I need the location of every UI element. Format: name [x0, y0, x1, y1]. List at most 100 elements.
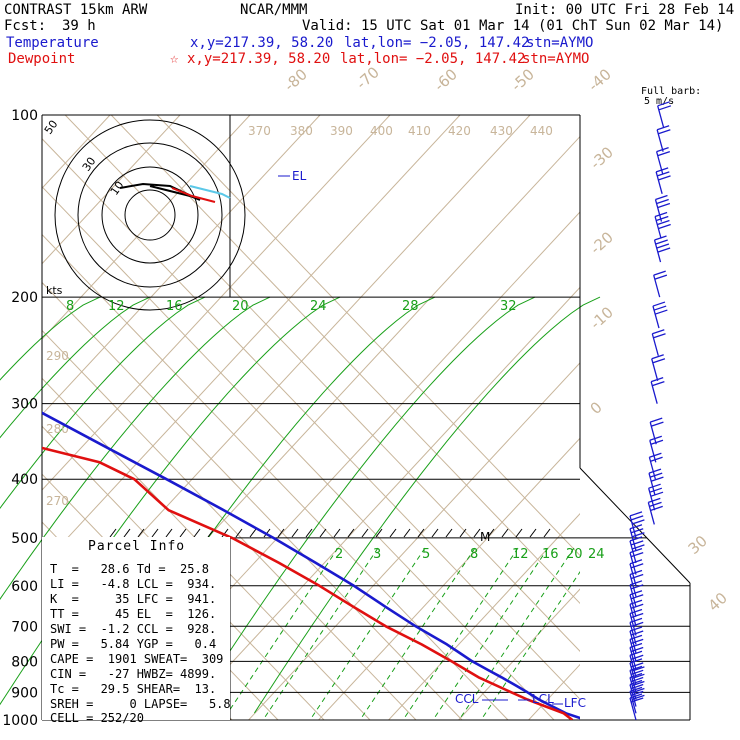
wind-barb-shaft — [649, 421, 657, 445]
frame-tick — [473, 528, 481, 538]
wind-barb-shaft — [629, 662, 637, 686]
annotation-lfc: LFC — [564, 696, 586, 710]
wind-barb — [651, 329, 666, 356]
wind-barb-flag — [658, 223, 671, 230]
moist-adiabat-line — [0, 296, 101, 381]
frame-tick — [445, 528, 453, 538]
wind-barb-flag — [630, 515, 644, 521]
wind-barb — [648, 452, 663, 480]
wind-barb-flag — [650, 439, 664, 445]
annotation-el: EL — [292, 169, 307, 183]
wind-barb-shaft — [629, 655, 637, 678]
theta-label: 410 — [408, 124, 431, 138]
annotation-ccl: CCL — [455, 692, 479, 706]
wind-barb-flag — [632, 519, 645, 525]
wind-barb-flag — [648, 468, 662, 474]
wind-barb-shaft — [629, 540, 637, 564]
wind-barb-shaft — [629, 604, 637, 627]
temperature-latlon: lat,lon= −2.05, 147.42 — [344, 35, 530, 51]
frame-tick — [333, 528, 341, 538]
isotherm-line — [42, 233, 509, 720]
moist-adiabat-line — [0, 296, 271, 600]
parcel-info-panel: Parcel Info T = 28.6 Td = 25.8 LI = -4.8… — [42, 537, 231, 725]
wind-barb — [650, 377, 665, 404]
dry-adiabat-line — [42, 115, 251, 340]
mixing-ratio-label: 12 — [512, 547, 529, 562]
hodograph-ring — [54, 119, 246, 311]
wind-barb-shaft — [629, 677, 637, 700]
wind-barb-shaft — [629, 563, 637, 586]
hodograph-units: kts — [46, 284, 63, 297]
isotherm-label: -80 — [281, 65, 311, 95]
frame-tick — [529, 528, 537, 538]
wind-barb-shaft — [654, 199, 663, 222]
wind-barb-shaft — [656, 129, 664, 152]
wind-barb-flag — [649, 501, 662, 508]
wind-barb-flag — [629, 536, 643, 542]
wind-barb-flag — [630, 528, 644, 534]
wind-barb-flag — [650, 491, 664, 497]
moist-adiabat-line — [188, 296, 536, 714]
mixing-ratio-line — [402, 547, 519, 720]
wind-barb-shaft — [629, 630, 637, 654]
isotherm-label: -40 — [585, 65, 615, 95]
wind-barb-flag — [652, 301, 666, 307]
wind-barb-shaft — [651, 333, 659, 356]
dry-adiabat-line — [387, 512, 580, 720]
frame-tick — [361, 528, 369, 538]
moist-adiabat-label: 28 — [402, 299, 419, 314]
wind-barb-shaft — [648, 457, 657, 480]
wind-barb-flag — [657, 202, 671, 209]
isotherm-label: -60 — [431, 65, 461, 95]
parcel-row-5: SWI = -1.2 CCL = 928. — [50, 622, 217, 636]
wind-barb — [655, 167, 671, 195]
plot-right-slant — [579, 467, 691, 584]
wind-barb-shaft — [653, 274, 661, 298]
pressure-tick-label: 1000 — [2, 713, 38, 729]
barb-legend-value: 5 m/s — [644, 96, 675, 107]
wind-barb — [629, 536, 645, 564]
forecast-hours: 39 h — [62, 18, 96, 34]
parcel-row-4: TT = 45 EL = 126. — [50, 607, 217, 621]
isotherm-label: -50 — [508, 65, 538, 95]
hodograph-trace-cyan — [189, 185, 231, 199]
parcel-row-6: PW = 5.84 YGP = 0.4 — [50, 637, 217, 651]
wind-barb-flag — [649, 435, 662, 441]
wind-barb-shaft — [629, 639, 637, 662]
center-label: NCAR/MMM — [240, 2, 308, 18]
dewpoint-legend: Dewpoint — [8, 51, 76, 67]
hodograph-ring-label: 30 — [80, 155, 99, 174]
frame-tick — [221, 528, 229, 538]
frame-tick — [501, 528, 509, 538]
parcel-row-7: CAPE = 1901 SWEAT= 309 — [50, 652, 224, 666]
isotherm-label: 30 — [685, 532, 711, 558]
wind-barb-shaft — [655, 171, 663, 195]
dry-adiabat-line — [247, 362, 580, 720]
wind-barb-shaft — [629, 613, 637, 636]
hodograph-ring-label: 50 — [42, 118, 61, 137]
wind-barb-shaft — [629, 670, 637, 693]
wind-barb-flag — [657, 151, 671, 157]
pressure-tick-label: 400 — [11, 472, 38, 488]
mixing-ratio-label: 5 — [422, 547, 430, 562]
moist-adiabat-label: 32 — [500, 299, 517, 314]
pressure-tick-label: 500 — [11, 531, 38, 547]
theta-label: 420 — [448, 124, 471, 138]
dry-adiabat-line — [42, 115, 181, 265]
dewpoint-profile — [42, 446, 574, 720]
wind-barb-shaft — [657, 105, 665, 128]
mixing-ratio-line — [230, 547, 339, 720]
frame-tick — [403, 528, 411, 538]
wind-barb-flag — [653, 305, 667, 311]
isotherm-label: 0 — [587, 398, 606, 418]
wind-barb-flag — [652, 329, 665, 335]
temperature-xy: x,y=217.39, 58.20 — [190, 35, 334, 51]
wind-barb-shaft — [650, 381, 658, 404]
mixing-ratio-label: 16 — [542, 547, 559, 562]
isotherm-line — [42, 377, 371, 720]
wind-barbs — [629, 101, 672, 721]
wind-barb-flag — [630, 540, 644, 546]
wind-barb — [654, 211, 671, 239]
wind-barb-shaft — [648, 488, 656, 511]
wind-barb-flag — [651, 421, 664, 427]
